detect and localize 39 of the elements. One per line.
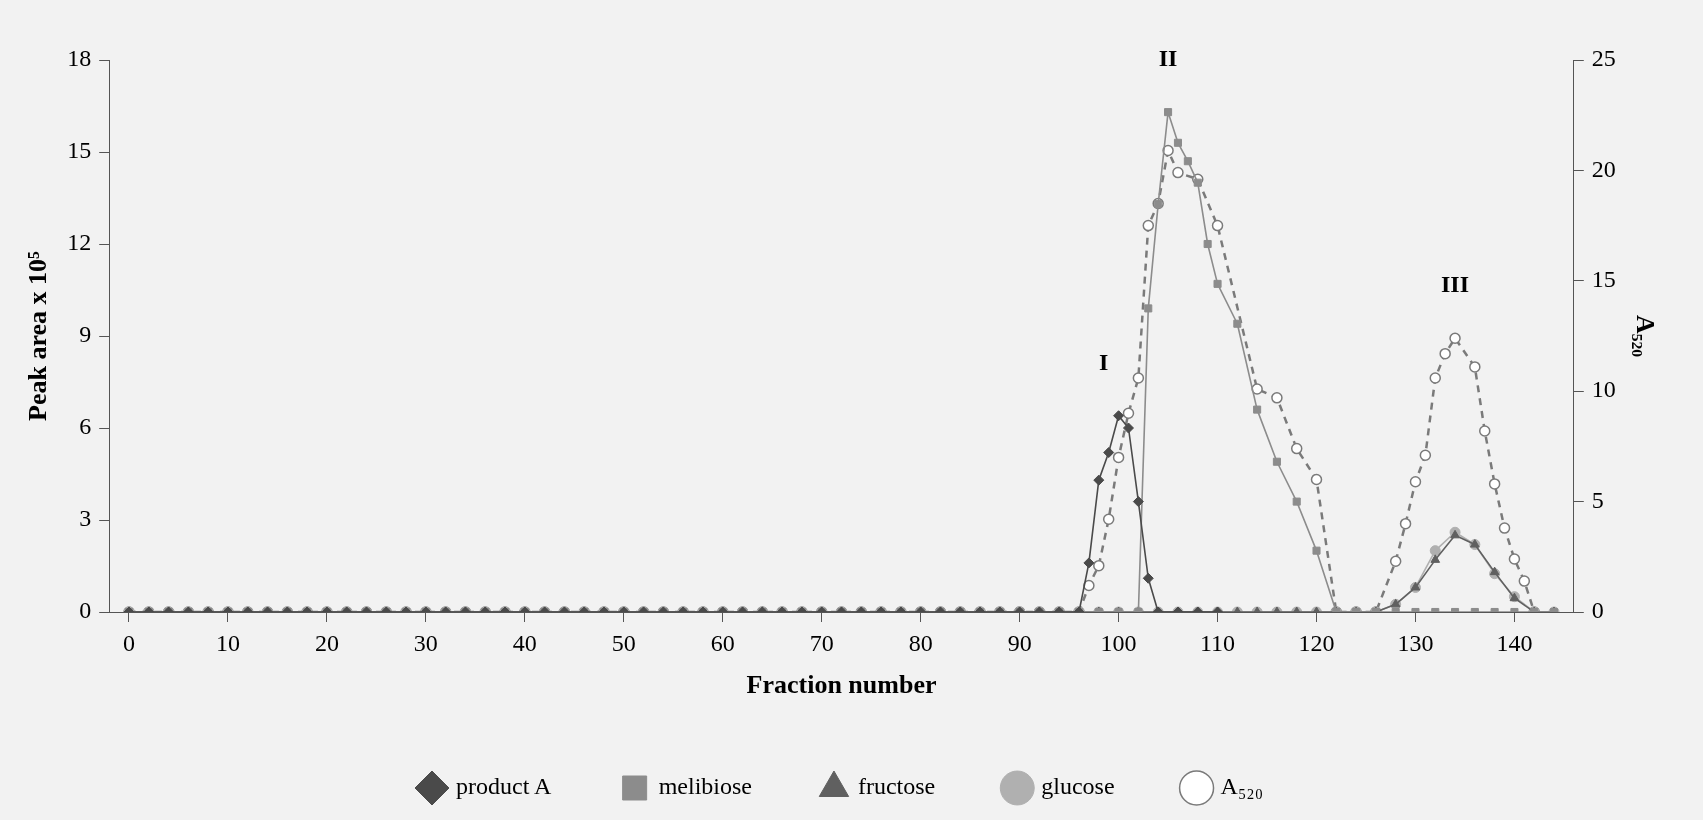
- y2-tick-label: 10: [1591, 376, 1616, 403]
- y2-tick-label: 20: [1591, 155, 1616, 182]
- legend-label: melibiose: [658, 773, 752, 800]
- annotation: I: [1098, 348, 1109, 375]
- x-tick-label: 70: [809, 629, 834, 656]
- y2-tick-label: 25: [1591, 45, 1616, 72]
- y-tick-label: 3: [79, 505, 92, 532]
- x-tick-label: 80: [908, 629, 933, 656]
- y2-tick-label: 0: [1591, 597, 1604, 624]
- x-tick-label: 140: [1496, 629, 1533, 656]
- legend-label: product A: [456, 773, 552, 800]
- x-tick-label: 0: [122, 629, 135, 656]
- y-axis-title: Peak area x 10⁵: [23, 250, 53, 421]
- legend-label: fructose: [857, 773, 936, 800]
- x-tick-label: 30: [413, 629, 438, 656]
- x-tick-label: 20: [314, 629, 339, 656]
- x-tick-label: 10: [215, 629, 240, 656]
- y-tick-label: 6: [79, 413, 92, 440]
- annotation: III: [1441, 271, 1470, 298]
- legend-label: glucose: [1041, 773, 1115, 800]
- legend-label: A₅₂₀: [1220, 773, 1264, 800]
- x-tick-label: 60: [710, 629, 735, 656]
- x-axis-title: Fraction number: [746, 670, 937, 700]
- x-tick-label: 40: [512, 629, 537, 656]
- x-tick-label: 130: [1397, 629, 1434, 656]
- annotation: II: [1158, 45, 1178, 72]
- x-tick-label: 50: [611, 629, 636, 656]
- x-tick-label: 120: [1298, 629, 1335, 656]
- y2-tick-label: 15: [1591, 266, 1616, 293]
- y-tick-label: 9: [79, 321, 92, 348]
- x-tick-label: 90: [1007, 629, 1032, 656]
- x-tick-label: 110: [1199, 629, 1236, 656]
- y-tick-label: 0: [79, 597, 92, 624]
- y2-tick-label: 5: [1591, 486, 1604, 513]
- y-tick-label: 18: [67, 45, 92, 72]
- x-tick-label: 100: [1100, 629, 1137, 656]
- y2-axis-title: A₅₂₀: [1630, 314, 1660, 358]
- y-tick-label: 15: [67, 137, 92, 164]
- y-tick-label: 12: [67, 229, 92, 256]
